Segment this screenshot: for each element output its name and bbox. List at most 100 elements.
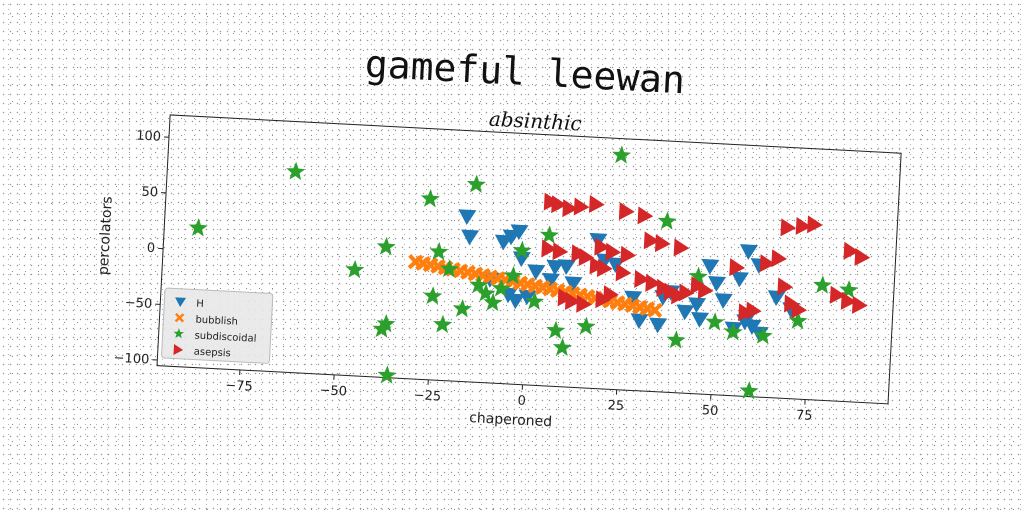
x-axis-ticks: −75 −50 −25 0 25 50 75 — [225, 369, 813, 424]
axes-group: absinthic −100 −50 0 50 100 −75 −50 −25 0 25 50 75… — [96, 107, 902, 430]
data-point — [690, 276, 707, 295]
data-point — [738, 303, 754, 322]
data-point — [557, 288, 574, 307]
legend-label: asepsis — [193, 347, 231, 360]
data-point — [345, 259, 365, 279]
data-point — [552, 242, 569, 261]
data-point — [740, 244, 758, 260]
x-tick-label: −75 — [225, 378, 253, 394]
data-point — [557, 259, 576, 275]
legend-marker — [173, 343, 184, 355]
data-point — [851, 295, 868, 314]
data-point — [527, 264, 546, 281]
data-point — [594, 237, 611, 256]
data-point — [546, 320, 566, 340]
data-point — [649, 317, 668, 334]
x-tick-label: −50 — [319, 383, 347, 399]
data-point — [605, 242, 622, 261]
data-point — [784, 294, 800, 313]
data-point — [829, 285, 846, 304]
data-point — [708, 276, 727, 292]
data-point — [506, 293, 525, 310]
data-point — [565, 292, 581, 310]
data-point — [372, 319, 392, 338]
data-point — [645, 273, 662, 292]
data-point — [671, 286, 687, 305]
y-axis-label: percolators — [96, 196, 116, 276]
data-point — [546, 259, 565, 276]
data-point — [620, 245, 637, 264]
data-point — [777, 277, 794, 296]
data-point — [771, 249, 788, 268]
chart-suptitle: gameful leewan — [364, 42, 686, 103]
data-point — [542, 272, 561, 289]
data-point — [423, 286, 443, 305]
series-asepsis — [541, 192, 871, 322]
data-point — [551, 195, 567, 214]
data-point — [596, 259, 613, 278]
data-point — [377, 365, 397, 384]
data-point — [676, 304, 695, 321]
data-point — [503, 265, 523, 285]
data-point — [697, 281, 714, 300]
data-point — [630, 313, 649, 330]
data-point — [691, 311, 710, 328]
data-point — [510, 224, 529, 241]
data-point — [745, 301, 762, 320]
x-tick-label: 75 — [796, 408, 813, 424]
data-point — [723, 322, 743, 341]
data-point — [552, 337, 572, 357]
data-point — [673, 238, 690, 257]
data-point — [603, 285, 619, 304]
data-point — [429, 241, 449, 261]
data-point — [739, 381, 759, 400]
data-point — [688, 297, 707, 314]
legend-marker — [175, 297, 187, 307]
data-point — [813, 275, 833, 294]
data-point — [518, 289, 537, 306]
data-point — [541, 239, 558, 258]
data-point — [458, 209, 477, 226]
legend-label: bubblish — [195, 315, 238, 328]
y-axis-ticks: −100 −50 0 50 100 — [113, 129, 170, 368]
data-point — [637, 206, 654, 225]
data-point — [433, 314, 453, 334]
y-tick-label: −100 — [113, 351, 149, 368]
data-point — [807, 215, 823, 234]
data-point — [666, 330, 686, 349]
data-point — [840, 291, 857, 310]
data-point — [767, 290, 786, 307]
data-point — [780, 218, 797, 237]
series-bubblish — [407, 253, 663, 319]
legend-label: H — [196, 299, 204, 310]
data-point — [854, 247, 871, 266]
legend-box — [161, 287, 274, 364]
data-point — [576, 294, 592, 313]
data-point — [656, 278, 673, 297]
y-tick-label: 0 — [146, 241, 155, 256]
data-point — [615, 263, 632, 282]
data-point — [188, 218, 208, 237]
data-point — [461, 229, 480, 246]
series-H — [458, 209, 801, 343]
data-point — [624, 290, 643, 307]
data-point — [576, 316, 596, 336]
data-point — [843, 241, 860, 260]
data-point — [491, 278, 511, 298]
data-point — [657, 211, 677, 230]
data-point — [705, 312, 725, 331]
data-point — [466, 174, 486, 193]
data-point — [595, 290, 612, 309]
legend-marker — [174, 312, 185, 323]
data-point — [539, 225, 559, 244]
legend-marker — [173, 328, 185, 339]
data-point — [376, 236, 396, 256]
data-point — [753, 325, 773, 345]
y-tick-label: 50 — [141, 185, 158, 201]
y-tick-label: −50 — [124, 295, 152, 311]
y-tick-label: 100 — [136, 129, 162, 145]
data-point — [543, 192, 560, 211]
plot-marks — [188, 145, 871, 400]
